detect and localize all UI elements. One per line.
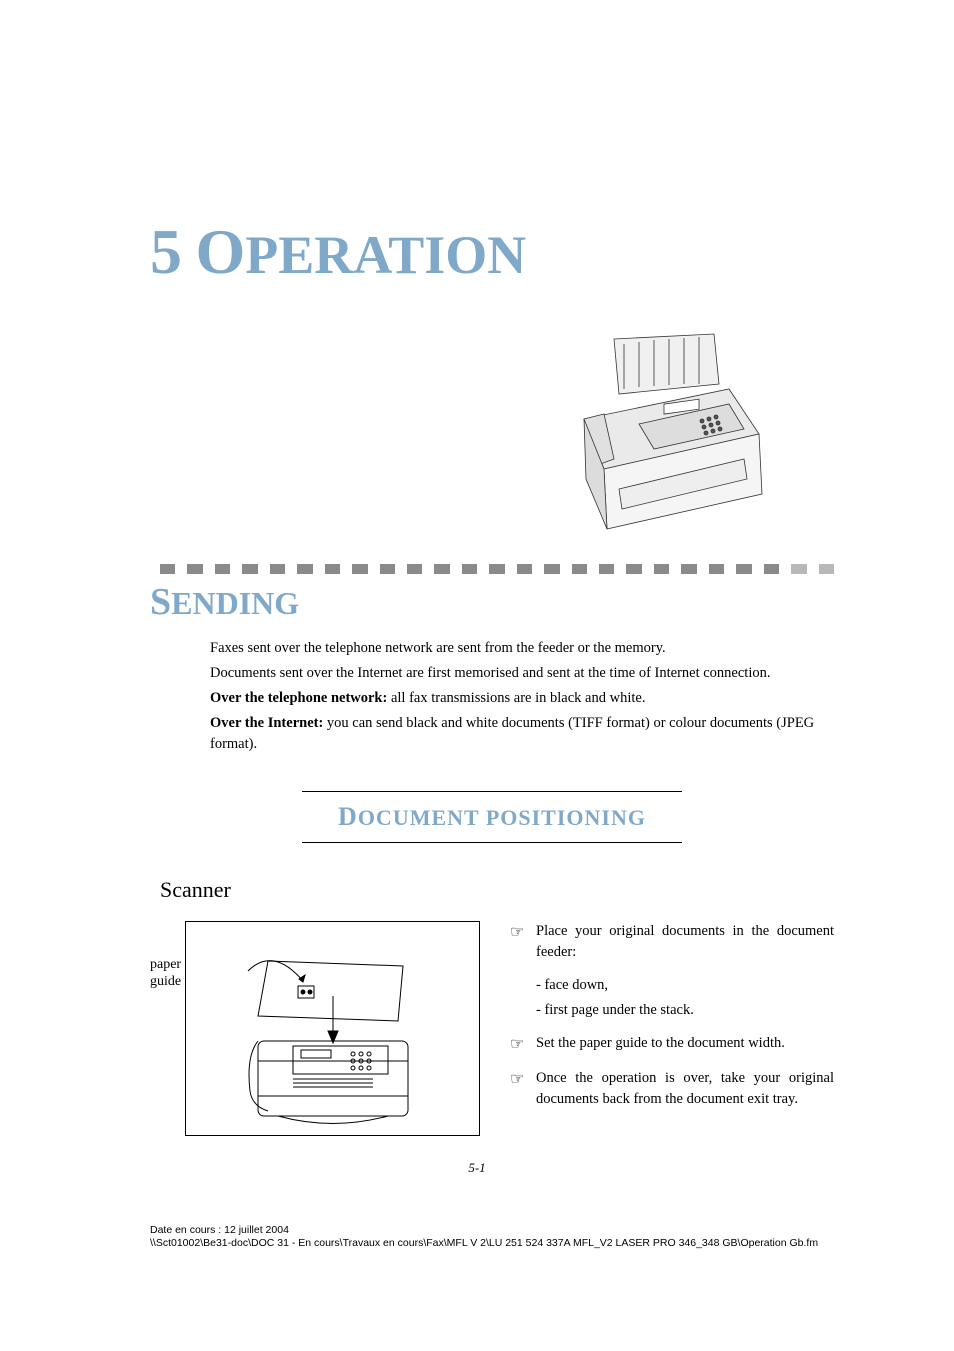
footer-path: \\Sct01002\Be31-doc\DOC 31 - En cours\Tr… — [150, 1237, 818, 1251]
scanner-diagram — [185, 921, 480, 1136]
instruction-1-sublist: - face down, - first page under the stac… — [536, 975, 834, 1021]
hand-icon: ☞ — [510, 1068, 536, 1110]
chapter-number: 5 — [150, 216, 182, 287]
scanner-instructions: ☞ Place your original documents in the d… — [510, 921, 834, 1136]
rule-bottom — [302, 842, 682, 843]
hand-icon: ☞ — [510, 1033, 536, 1056]
divider-squares — [150, 564, 834, 574]
instruction-1: ☞ Place your original documents in the d… — [510, 921, 834, 963]
intro-p3: Over the telephone network: all fax tran… — [210, 688, 824, 709]
intro-p4: Over the Internet: you can send black an… — [210, 713, 824, 755]
hand-icon: ☞ — [510, 921, 536, 963]
scanner-heading: Scanner — [160, 877, 834, 903]
section-initial: S — [150, 581, 171, 623]
subsection-heading: DOCUMENT POSITIONING — [150, 791, 834, 843]
page-number: 5-1 — [0, 1160, 954, 1176]
section-title-sending: SENDING — [150, 580, 834, 624]
paper-guide-label: paper guide — [150, 957, 181, 991]
footer-date: Date en cours : 12 juillet 2004 — [150, 1224, 818, 1238]
intro-p2: Documents sent over the Internet are fir… — [210, 663, 824, 684]
intro-paragraphs: Faxes sent over the telephone network ar… — [210, 638, 824, 755]
chapter-title: 5 OPERATION — [150, 215, 834, 289]
chapter-title-initial: O — [196, 216, 246, 287]
intro-p1: Faxes sent over the telephone network ar… — [210, 638, 824, 659]
instruction-2: ☞ Set the paper guide to the document wi… — [510, 1033, 834, 1056]
rule-top — [302, 791, 682, 792]
footer-metadata: Date en cours : 12 juillet 2004 \\Sct010… — [150, 1224, 818, 1251]
section-rest: ENDING — [171, 585, 299, 621]
chapter-title-rest: PERATION — [245, 225, 526, 285]
fax-machine-illustration — [544, 329, 774, 534]
scanner-diagram-column: paper guide — [160, 921, 480, 1136]
instruction-3: ☞ Once the operation is over, take your … — [510, 1068, 834, 1110]
subsection-title: DOCUMENT POSITIONING — [150, 802, 834, 832]
